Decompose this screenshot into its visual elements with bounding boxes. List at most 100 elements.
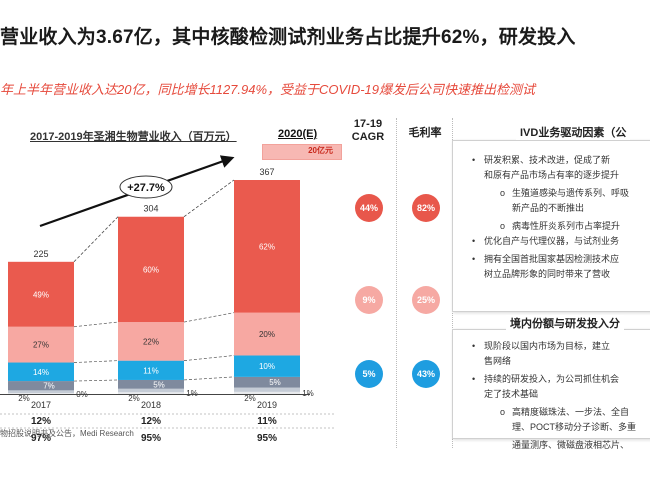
forecast-label: 2020(E): [278, 128, 318, 140]
percent-label: 5%: [269, 378, 281, 387]
cagr-header: 17-19 CAGR: [343, 118, 393, 144]
bullet-marker: •: [472, 155, 476, 165]
connector-line: [73, 216, 119, 263]
bullet-line: • 研发积累、技术改进，促成了新: [472, 154, 611, 167]
total-label: 225: [33, 249, 48, 259]
percent-label: 20%: [259, 330, 275, 339]
bullet-marker: o: [500, 188, 506, 198]
bullet-line: 通量测序、微磁盘液相芯片、: [512, 439, 629, 452]
connector-line: [183, 376, 235, 381]
bullet-text: 优化自产与代理仪器，与试剂业务: [484, 236, 620, 246]
forecast-value: 20亿元: [308, 146, 333, 155]
margin-header: 毛利率: [408, 127, 442, 139]
bar-segment: [234, 312, 300, 356]
bullet-line: 树立品牌形象的同时带来了营收: [484, 268, 610, 281]
percent-label: 2%: [128, 394, 140, 403]
bullet-text: 病毒性肝炎系列市占率提升: [512, 221, 621, 231]
bullet-text: 通量测序、微磁盘液相芯片、: [512, 440, 630, 450]
bullet-marker: o: [500, 407, 506, 417]
bullet-line: • 现阶段以国内市场为目标，建立: [472, 340, 611, 353]
cagr-header-line1: 17-19: [353, 118, 383, 130]
category-label: 2018: [141, 400, 161, 410]
growth-row-value: 11%: [257, 416, 277, 427]
bullet-text: 拥有全国首批国家基因检测技术应: [484, 254, 620, 264]
bullet-text: 现阶段以国内市场为目标，建立: [484, 341, 611, 351]
margin-value-3: 43%: [412, 360, 440, 388]
connector-line: [73, 360, 119, 363]
margin-row-value: 97%: [31, 433, 51, 444]
bar-segment: [118, 360, 184, 380]
margin-row-value: 95%: [141, 433, 161, 444]
connector-line: [73, 379, 119, 382]
bar-segment: [234, 180, 300, 313]
percent-label: 11%: [143, 366, 158, 375]
percent-label: 49%: [33, 290, 49, 299]
bar-segment: [118, 388, 184, 393]
bar-segment: [118, 392, 184, 394]
bullet-line: • 持续的研发投入，为公司抓住机会: [472, 373, 619, 386]
margin-row-value: 95%: [257, 433, 277, 444]
bullet-line: • 拥有全国首批国家基因检测技术应: [472, 253, 620, 266]
bar-segment: [8, 362, 74, 382]
bullet-text: 研发积累、技术改进，促成了新: [484, 155, 611, 165]
bar-segment: [8, 393, 74, 394]
bar-segment: [118, 379, 184, 389]
column-divider: [396, 118, 397, 448]
bullet-line: • 优化自产与代理仪器，与试剂业务: [472, 235, 620, 248]
bar-segment: [234, 391, 300, 394]
share-rnd-title: 境内份额与研发投入分: [506, 315, 624, 331]
cagr-header-line2: CAGR: [351, 131, 385, 143]
share-rnd-panel: [452, 329, 650, 439]
bullet-marker: o: [500, 221, 506, 231]
bullet-marker: •: [472, 374, 476, 384]
chart-title: 2017-2019年圣湘生物营业收入（百万元）: [30, 131, 237, 143]
percent-label: 14%: [33, 368, 49, 377]
headline: 营业收入为3.67亿，其中核酸检测试剂业务占比提升62%，研发投入: [0, 27, 576, 48]
bar-segment: [234, 387, 300, 392]
subline: 年上半年营业收入达20亿，同比增长1127.94%，受益于COVID-19爆发后…: [0, 82, 536, 97]
bullet-text: 高精度磁珠法、一步法、全自: [512, 407, 630, 417]
bar-segment: [118, 322, 184, 361]
percent-label: 1%: [186, 389, 198, 398]
cagr-value-3: 5%: [355, 360, 383, 388]
percent-label: 1%: [302, 389, 314, 398]
cagr-value-1: 44%: [355, 194, 383, 222]
bullet-line: 定了技术基础: [484, 388, 538, 401]
connector-line: [73, 321, 119, 328]
percent-label: 2%: [244, 394, 256, 403]
bullet-marker: •: [472, 254, 476, 264]
bar-segment: [8, 381, 74, 391]
bar-segment: [118, 216, 184, 323]
growth-row-value: 12%: [141, 416, 161, 427]
bullet-line: o 高精度磁珠法、一步法、全自: [500, 406, 630, 419]
connector-line: [183, 355, 235, 362]
growth-label: +27.7%: [127, 182, 165, 194]
bullet-text: 生殖道感染与遗传系列、呼吸: [512, 188, 630, 198]
bar-segment: [234, 355, 300, 377]
growth-badge: [119, 175, 173, 199]
percent-label: 2%: [18, 394, 30, 403]
bullet-marker: •: [472, 341, 476, 351]
percent-label: 10%: [259, 362, 275, 371]
total-label: 304: [143, 204, 158, 214]
margin-value-1: 82%: [412, 194, 440, 222]
bullet-text: 定了技术基础: [484, 389, 539, 399]
percent-label: 27%: [33, 341, 49, 350]
source-note: 物招股说明书及公告，Medi Research: [0, 429, 134, 438]
bar-segment: [8, 326, 74, 363]
percent-label: 5%: [153, 380, 165, 389]
total-label: 367: [259, 167, 274, 177]
connector-line: [183, 179, 235, 218]
ivd-drivers-panel: [452, 140, 650, 312]
category-label: 2017: [31, 400, 51, 410]
bullet-line: o 病毒性肝炎系列市占率提升: [500, 220, 621, 233]
percent-label: 60%: [143, 265, 159, 274]
bullet-marker: •: [472, 236, 476, 246]
bar-segment: [8, 261, 74, 327]
bullet-line: 和原有产品市场占有率的逐步提升: [484, 169, 619, 182]
bullet-text: 理、POCT移动分子诊断、多重: [512, 422, 637, 432]
bullet-text: 售网络: [484, 356, 512, 366]
bar-segment: [8, 390, 74, 393]
bullet-line: 理、POCT移动分子诊断、多重: [512, 421, 636, 434]
